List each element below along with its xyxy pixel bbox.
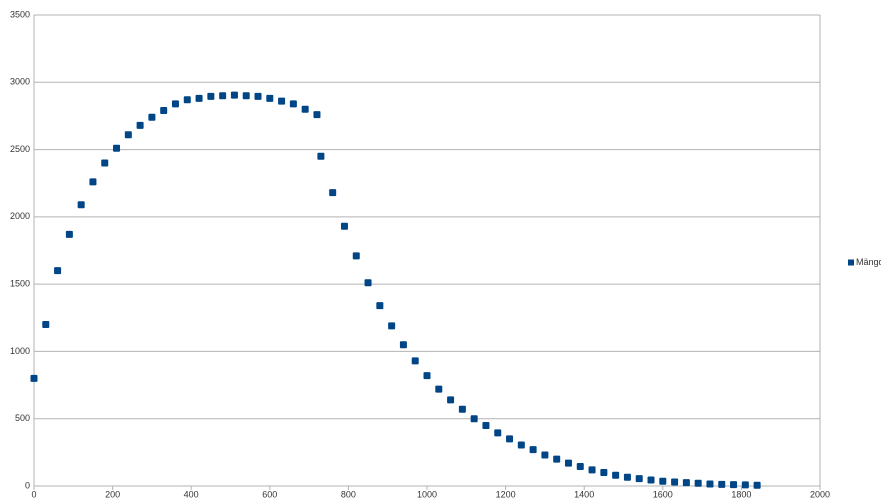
point (352, 252, 360, 260)
point (30, 374, 38, 382)
point (553, 455, 561, 463)
point (470, 415, 478, 423)
point (289, 100, 297, 108)
point (101, 159, 109, 167)
point (219, 92, 227, 100)
point (364, 279, 372, 287)
point (494, 429, 502, 437)
y-tick-label: 2000 (10, 211, 30, 221)
point (541, 451, 549, 459)
x-tick-label: 200 (105, 489, 120, 499)
point (682, 479, 690, 487)
point (612, 471, 620, 479)
x-tick-label: 0 (31, 489, 36, 499)
point (301, 105, 309, 113)
point (706, 480, 714, 488)
point (254, 92, 262, 100)
x-tick-label: 1000 (417, 489, 437, 499)
point (753, 481, 761, 489)
point (42, 321, 50, 329)
y-tick-label: 500 (15, 413, 30, 423)
point (124, 131, 132, 139)
point (659, 477, 667, 485)
point (278, 97, 286, 105)
point (77, 201, 85, 209)
point (266, 94, 274, 102)
legend-label: Mängd (856, 257, 881, 267)
point (340, 222, 348, 230)
point (317, 152, 325, 160)
point (423, 372, 431, 380)
point (741, 481, 749, 489)
x-tick-label: 600 (262, 489, 277, 499)
point (148, 113, 156, 121)
point (694, 479, 702, 487)
legend-marker (848, 259, 854, 266)
point (730, 481, 738, 489)
point (529, 446, 537, 454)
point (458, 405, 466, 413)
point (435, 385, 443, 393)
point (207, 92, 215, 100)
point (242, 92, 250, 100)
x-tick-label: 800 (341, 489, 356, 499)
point (65, 230, 73, 238)
x-tick-label: 400 (184, 489, 199, 499)
y-tick-label: 3000 (10, 77, 30, 87)
point (647, 476, 655, 484)
point (54, 267, 62, 275)
point (576, 462, 584, 470)
y-tick-label: 2500 (10, 144, 30, 154)
x-tick-label: 1400 (574, 489, 594, 499)
point (635, 475, 643, 483)
point (388, 322, 396, 330)
y-tick-label: 0 (25, 480, 30, 490)
point (136, 121, 144, 129)
point (623, 473, 631, 481)
point (447, 396, 455, 404)
point (313, 111, 321, 119)
point (376, 302, 384, 310)
point (517, 441, 525, 449)
point (89, 178, 97, 186)
point (183, 96, 191, 104)
point (588, 466, 596, 474)
point (171, 100, 179, 108)
x-tick-label: 2000 (810, 489, 830, 499)
point (506, 435, 514, 443)
point (329, 189, 337, 197)
point (600, 469, 608, 477)
point (160, 107, 168, 115)
point (671, 478, 679, 486)
y-tick-label: 1000 (10, 346, 30, 356)
point (195, 94, 203, 102)
x-tick-label: 1600 (653, 489, 673, 499)
y-tick-label: 3500 (10, 9, 30, 19)
x-tick-label: 1200 (496, 489, 516, 499)
x-tick-label: 1800 (731, 489, 751, 499)
point (113, 144, 121, 152)
y-tick-label: 1500 (10, 279, 30, 289)
point (399, 341, 407, 349)
point (718, 480, 726, 488)
point (230, 91, 238, 99)
point (482, 421, 490, 429)
point (564, 459, 572, 467)
point (411, 357, 419, 365)
